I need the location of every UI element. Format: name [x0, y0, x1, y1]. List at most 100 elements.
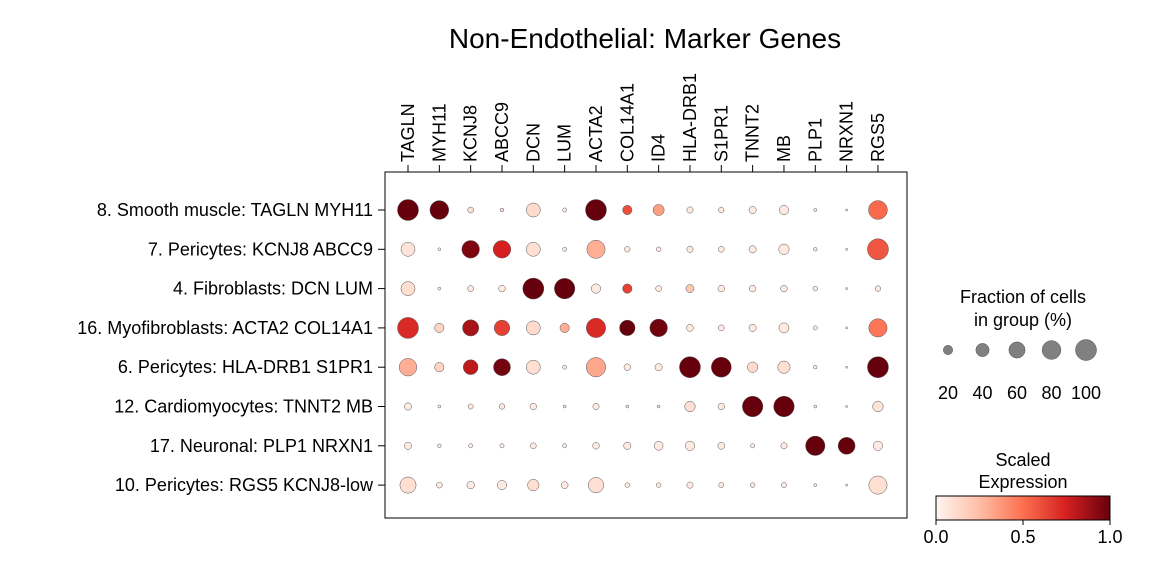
dot [750, 482, 756, 488]
dot [622, 283, 633, 294]
dot [586, 239, 606, 259]
dot [778, 243, 790, 255]
dot [685, 284, 695, 293]
dot [747, 361, 759, 373]
dot [404, 441, 412, 450]
gene-label: ACTA2 [586, 105, 606, 162]
dot [462, 319, 480, 337]
dot [873, 440, 883, 451]
group-label: 12. Cardiomyocytes: TNNT2 MB [114, 397, 373, 417]
dot [711, 356, 732, 378]
dot [437, 443, 442, 448]
dot [467, 206, 474, 214]
dot [623, 441, 632, 450]
gene-label: KCNJ8 [461, 105, 481, 162]
dot [591, 283, 601, 294]
dot [686, 206, 694, 214]
gene-label: S1PR1 [711, 105, 731, 162]
dot [718, 482, 725, 488]
gene-labels: TAGLN MYH11 KCNJ8 ABCC9 DCN LUM ACTA2 COL14A1 ID… [398, 73, 888, 172]
dot [562, 364, 568, 370]
dot [845, 405, 848, 408]
dot [813, 365, 818, 370]
dot [868, 475, 888, 495]
dot [526, 202, 541, 218]
dot [874, 285, 881, 292]
group-label: 10. Pericytes: RGS5 KCNJ8-low [115, 475, 374, 495]
dot [837, 437, 856, 455]
dot [466, 481, 475, 490]
plot-frame [384, 171, 908, 519]
dot [655, 285, 662, 292]
dot [686, 245, 694, 253]
dot [559, 322, 570, 333]
dot [619, 319, 636, 336]
dot [400, 242, 416, 257]
dot [493, 358, 511, 376]
size-legend-label: 20 [938, 383, 958, 403]
colorbar-ticks: 0.0 0.5 1.0 [923, 520, 1123, 547]
size-legend-dot [1008, 341, 1026, 359]
dot [462, 359, 479, 375]
dot [717, 442, 726, 450]
chart-title: Non-Endothelial: Marker Genes [449, 23, 841, 54]
dot [562, 207, 568, 213]
dot [685, 440, 695, 451]
dot [624, 482, 630, 488]
group-label: 16. Myofibroblasts: ACTA2 COL14A1 [77, 318, 373, 338]
dot [718, 246, 725, 253]
dot [526, 242, 541, 257]
group-label: 6. Pericytes: HLA-DRB1 S1PR1 [118, 357, 373, 377]
dot [399, 476, 417, 494]
color-legend-title-line2: Expression [978, 472, 1067, 492]
dot [656, 246, 662, 252]
dot [585, 199, 607, 221]
dot [434, 322, 445, 333]
dot [845, 483, 848, 487]
dot [868, 318, 888, 338]
dot [717, 402, 725, 411]
dot [868, 200, 888, 220]
group-label: 7. Pericytes: KCNJ8 ABCC9 [148, 239, 373, 259]
dot [436, 481, 443, 489]
size-legend-label: 100 [1071, 383, 1101, 403]
dot [434, 362, 445, 373]
dot [468, 443, 474, 449]
dot [437, 404, 442, 409]
dot [592, 442, 600, 450]
dot [622, 205, 633, 215]
dot [649, 318, 668, 337]
dot [717, 285, 725, 293]
size-legend-dot [1075, 339, 1097, 361]
dots [397, 199, 889, 495]
dot [750, 443, 755, 449]
dot [526, 359, 541, 375]
size-legend-dots: 20 40 60 80 100 [938, 339, 1101, 403]
dot [780, 442, 788, 450]
dot [805, 435, 826, 456]
gene-label: COL14A1 [617, 83, 637, 162]
dot [527, 479, 540, 492]
gene-label: PLP1 [805, 118, 825, 162]
gene-label: NRXN1 [837, 101, 857, 162]
gene-label: MB [774, 135, 794, 162]
dot [623, 363, 631, 371]
dot [686, 324, 694, 332]
group-label: 8. Smooth muscle: TAGLN MYH11 [97, 200, 373, 220]
colorbar-tick-label: 1.0 [1097, 527, 1122, 547]
gene-label: HLA-DRB1 [680, 73, 700, 162]
gene-label: MYH11 [429, 103, 449, 162]
dot [587, 477, 605, 494]
dot [625, 404, 630, 409]
dot [437, 286, 442, 291]
colorbar-tick-label: 0.0 [923, 527, 948, 547]
dot [562, 404, 567, 409]
dot [773, 396, 795, 417]
dot [560, 481, 569, 489]
dot [586, 357, 606, 378]
dot [586, 317, 606, 338]
size-legend-dot [975, 343, 990, 357]
size-legend-dot [943, 345, 953, 355]
dot [845, 326, 848, 330]
dot [686, 481, 694, 489]
